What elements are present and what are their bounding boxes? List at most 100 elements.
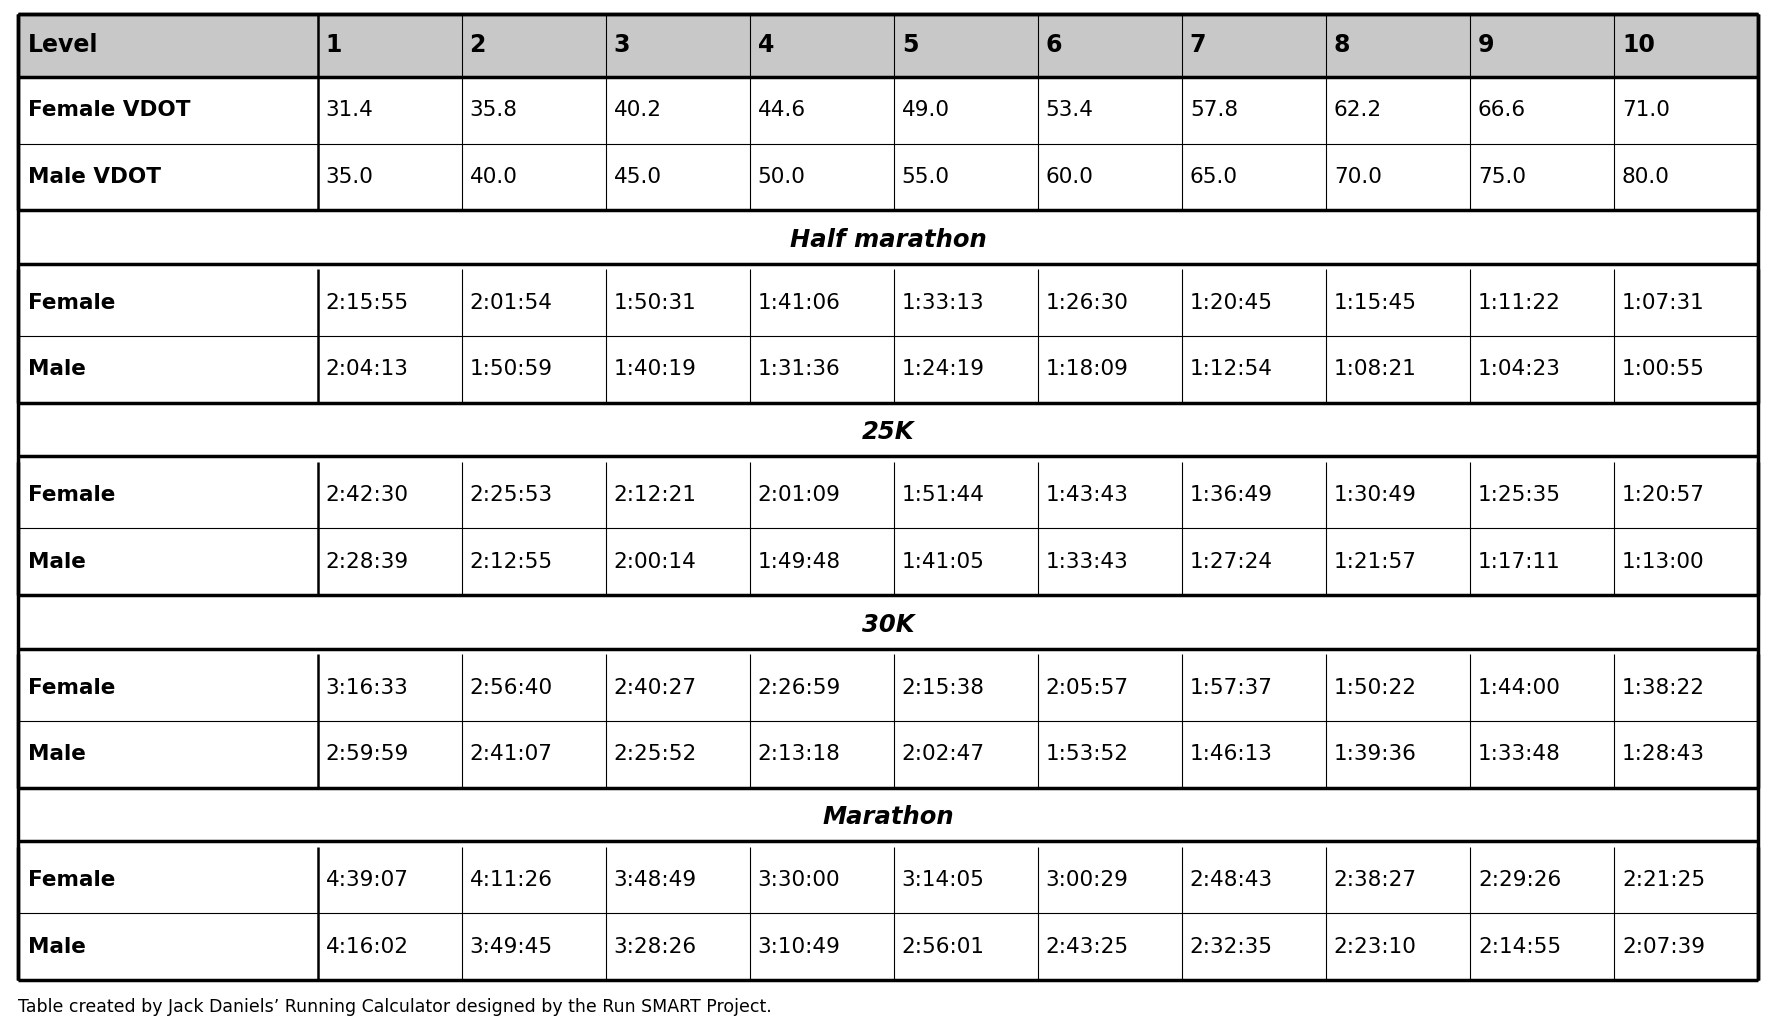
Text: 25K: 25K [861,420,915,444]
Text: 3:48:49: 3:48:49 [614,870,696,890]
Text: Female: Female [28,485,115,505]
Text: 2:43:25: 2:43:25 [1046,937,1130,957]
Text: 60.0: 60.0 [1046,167,1094,187]
Text: 1:44:00: 1:44:00 [1478,677,1561,698]
Text: 44.6: 44.6 [758,100,806,120]
Text: 7: 7 [1190,34,1206,58]
Text: 1:36:49: 1:36:49 [1190,485,1273,505]
Text: 49.0: 49.0 [902,100,950,120]
Text: 2:02:47: 2:02:47 [902,744,986,764]
Text: 2:25:52: 2:25:52 [614,744,696,764]
Text: Male: Male [28,937,85,957]
Text: 5: 5 [902,34,918,58]
Text: 2:01:09: 2:01:09 [758,485,840,505]
Text: 3:16:33: 3:16:33 [325,677,408,698]
Text: 2:13:18: 2:13:18 [758,744,840,764]
Text: 2: 2 [469,34,487,58]
Text: 3:49:45: 3:49:45 [469,937,552,957]
Text: 2:01:54: 2:01:54 [469,293,552,313]
Text: Female: Female [28,677,115,698]
Text: 4:11:26: 4:11:26 [469,870,552,890]
Text: 2:32:35: 2:32:35 [1190,937,1273,957]
Text: 2:12:21: 2:12:21 [614,485,696,505]
Text: 66.6: 66.6 [1478,100,1526,120]
Text: 4:39:07: 4:39:07 [325,870,408,890]
Text: 1:43:43: 1:43:43 [1046,485,1128,505]
Text: 1:33:43: 1:33:43 [1046,552,1128,572]
Text: 2:42:30: 2:42:30 [325,485,408,505]
Text: 50.0: 50.0 [758,167,806,187]
Text: 2:00:14: 2:00:14 [614,552,696,572]
Text: 1:27:24: 1:27:24 [1190,552,1273,572]
Text: Male: Male [28,552,85,572]
Text: 1:07:31: 1:07:31 [1621,293,1705,313]
Text: 2:15:55: 2:15:55 [325,293,408,313]
Text: 9: 9 [1478,34,1494,58]
Text: 2:48:43: 2:48:43 [1190,870,1273,890]
Text: 3: 3 [614,34,630,58]
Text: 1:38:22: 1:38:22 [1621,677,1705,698]
Text: 62.2: 62.2 [1334,100,1382,120]
Text: 2:38:27: 2:38:27 [1334,870,1417,890]
Text: 6: 6 [1046,34,1062,58]
Text: 57.8: 57.8 [1190,100,1238,120]
Text: Marathon: Marathon [822,805,954,830]
Text: 1:20:45: 1:20:45 [1190,293,1273,313]
Text: 1:17:11: 1:17:11 [1478,552,1561,572]
Text: 35.0: 35.0 [325,167,373,187]
Text: 3:28:26: 3:28:26 [614,937,696,957]
Text: 2:12:55: 2:12:55 [469,552,552,572]
Text: 1:28:43: 1:28:43 [1621,744,1705,764]
Text: Female: Female [28,870,115,890]
Text: 1:40:19: 1:40:19 [614,360,696,379]
Text: 1:25:35: 1:25:35 [1478,485,1561,505]
Text: 3:30:00: 3:30:00 [758,870,840,890]
Text: 1:26:30: 1:26:30 [1046,293,1128,313]
Text: 1:50:31: 1:50:31 [614,293,696,313]
Text: 40.0: 40.0 [469,167,517,187]
Text: 35.8: 35.8 [469,100,517,120]
Text: 4:16:02: 4:16:02 [325,937,408,957]
Text: Half marathon: Half marathon [790,228,986,252]
Text: 3:10:49: 3:10:49 [758,937,840,957]
Text: 1:30:49: 1:30:49 [1334,485,1417,505]
Text: 1:41:05: 1:41:05 [902,552,984,572]
Text: 1:21:57: 1:21:57 [1334,552,1417,572]
Text: 2:26:59: 2:26:59 [758,677,840,698]
Text: 1:18:09: 1:18:09 [1046,360,1128,379]
Text: 40.2: 40.2 [614,100,662,120]
Text: 1:20:57: 1:20:57 [1621,485,1705,505]
Text: 1:00:55: 1:00:55 [1621,360,1705,379]
Text: 3:14:05: 3:14:05 [902,870,984,890]
Text: 70.0: 70.0 [1334,167,1382,187]
Text: 2:15:38: 2:15:38 [902,677,984,698]
Text: 1:08:21: 1:08:21 [1334,360,1417,379]
Text: Female: Female [28,293,115,313]
Text: 55.0: 55.0 [902,167,950,187]
Text: 2:28:39: 2:28:39 [325,552,408,572]
Text: 2:40:27: 2:40:27 [614,677,696,698]
Text: 3:00:29: 3:00:29 [1046,870,1128,890]
Text: 1:50:59: 1:50:59 [469,360,552,379]
Text: 2:21:25: 2:21:25 [1621,870,1705,890]
Text: 2:04:13: 2:04:13 [325,360,408,379]
Text: 65.0: 65.0 [1190,167,1238,187]
Text: 1:12:54: 1:12:54 [1190,360,1273,379]
Text: 2:41:07: 2:41:07 [469,744,552,764]
Text: 2:59:59: 2:59:59 [325,744,408,764]
Text: 1:57:37: 1:57:37 [1190,677,1273,698]
Text: 80.0: 80.0 [1621,167,1669,187]
Text: 8: 8 [1334,34,1350,58]
Text: Male: Male [28,360,85,379]
Text: 1: 1 [325,34,343,58]
Text: 1:33:48: 1:33:48 [1478,744,1561,764]
Text: 53.4: 53.4 [1046,100,1094,120]
Text: Table created by Jack Daniels’ Running Calculator designed by the Run SMART Proj: Table created by Jack Daniels’ Running C… [18,998,773,1016]
Text: Female VDOT: Female VDOT [28,100,190,120]
Text: 45.0: 45.0 [614,167,662,187]
Text: 2:23:10: 2:23:10 [1334,937,1417,957]
Text: 1:04:23: 1:04:23 [1478,360,1561,379]
Text: 1:15:45: 1:15:45 [1334,293,1417,313]
Text: 2:29:26: 2:29:26 [1478,870,1561,890]
Text: 2:07:39: 2:07:39 [1621,937,1705,957]
